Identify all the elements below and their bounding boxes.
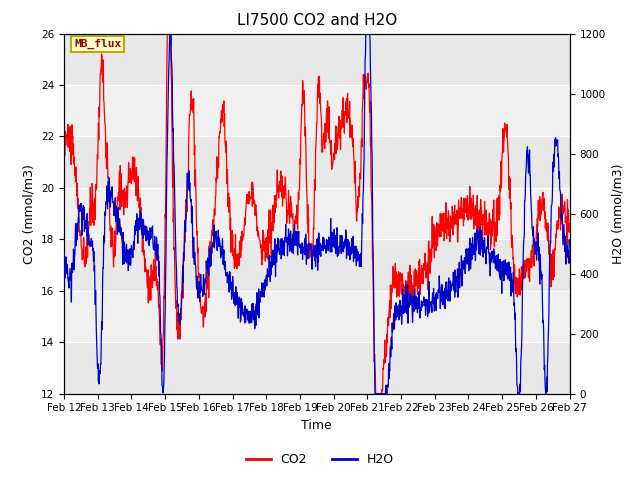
- X-axis label: Time: Time: [301, 419, 332, 432]
- Bar: [64, 85, 570, 136]
- Legend: CO2, H2O: CO2, H2O: [241, 448, 399, 471]
- Bar: [64, 291, 570, 342]
- Y-axis label: CO2 (mmol/m3): CO2 (mmol/m3): [22, 164, 35, 264]
- Bar: [64, 188, 570, 240]
- Text: MB_flux: MB_flux: [74, 39, 122, 49]
- Title: LI7500 CO2 and H2O: LI7500 CO2 and H2O: [237, 13, 397, 28]
- Y-axis label: H2O (mmol/m3): H2O (mmol/m3): [611, 163, 624, 264]
